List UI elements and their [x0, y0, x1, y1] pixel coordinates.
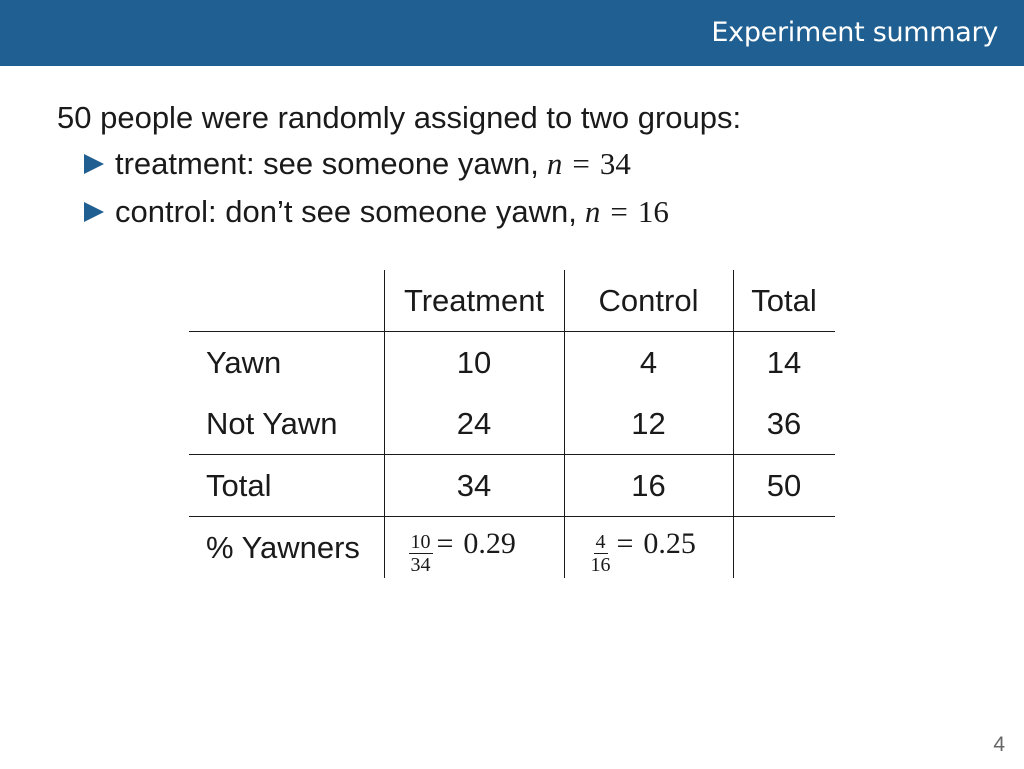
row-label: Not Yawn: [189, 393, 384, 455]
bullet-control: control: don’t see someone yawn, n = 16: [84, 194, 669, 230]
row-label: % Yawners: [206, 529, 360, 565]
variable-n: n: [546, 146, 563, 181]
equals-sign: =: [436, 527, 454, 560]
header-cell-control: Control: [563, 270, 733, 332]
cell-treatment: 10: [383, 331, 564, 393]
table-row-total: Total 34 16 50: [189, 454, 835, 517]
equals-sign: =: [610, 194, 628, 229]
sample-size-value: 16: [637, 194, 669, 229]
cell-total: 14: [732, 331, 835, 393]
cell-treatment: 24: [383, 393, 564, 455]
bullet-treatment: treatment: see someone yawn, n = 34: [84, 146, 631, 182]
sample-size-value: 34: [599, 146, 631, 181]
bullet-text: control: don’t see someone yawn,: [115, 194, 577, 229]
cell-control: 12: [563, 393, 733, 455]
bullet-text: treatment: see someone yawn,: [115, 146, 539, 181]
bullet-arrow-icon: [84, 202, 104, 222]
frame-title: Experiment summary: [711, 17, 998, 48]
header-bar: Experiment summary: [0, 0, 1024, 66]
cell-total-proportion: [732, 516, 835, 578]
bullet-arrow-icon: [84, 154, 104, 174]
header-cell-empty: [189, 270, 384, 332]
fraction-numerator: 10: [408, 530, 433, 554]
contingency-table: Treatment Control Total Yawn 10 4 14 Not…: [189, 270, 835, 578]
table-row-yawn: Yawn 10 4 14: [189, 331, 835, 393]
proportion-formula: 4 16 = 0.25: [589, 527, 696, 576]
fraction: 4 16: [589, 531, 613, 576]
fraction-numerator: 4: [593, 530, 608, 554]
cell-control-proportion: 4 16 = 0.25: [563, 516, 733, 578]
header-cell-total: Total: [732, 270, 835, 332]
proportion-value: 0.29: [463, 527, 516, 560]
proportion-value: 0.25: [643, 527, 696, 560]
table-header-row: Treatment Control Total: [189, 270, 835, 332]
cell-treatment-proportion: 10 34 = 0.29: [383, 516, 564, 578]
row-label: Total: [189, 454, 384, 517]
fraction: 10 34: [408, 530, 433, 576]
sample-size-formula: n = 16: [585, 194, 669, 230]
header-cell-treatment: Treatment: [383, 270, 564, 332]
cell-control: 16: [563, 454, 733, 517]
variable-n: n: [584, 194, 601, 229]
cell-treatment: 34: [383, 454, 564, 517]
cell-control: 4: [563, 331, 733, 393]
table-row-not-yawn: Not Yawn 24 12 36: [189, 393, 835, 455]
equals-sign: =: [616, 527, 634, 560]
table-row-percent-yawners: % Yawners 10 34 = 0.29 4 16 =: [189, 516, 835, 578]
row-label: Yawn: [206, 344, 282, 380]
cell-total: 36: [732, 393, 835, 455]
fraction-denominator: 16: [590, 553, 611, 576]
equals-sign: =: [572, 146, 590, 181]
fraction-denominator: 34: [410, 553, 431, 576]
proportion-formula: 10 34 = 0.29: [408, 527, 516, 576]
sample-size-formula: n = 34: [547, 146, 631, 182]
page-number: 4: [993, 733, 1005, 756]
intro-text: 50 people were randomly assigned to two …: [57, 100, 742, 135]
cell-total: 50: [732, 454, 835, 517]
